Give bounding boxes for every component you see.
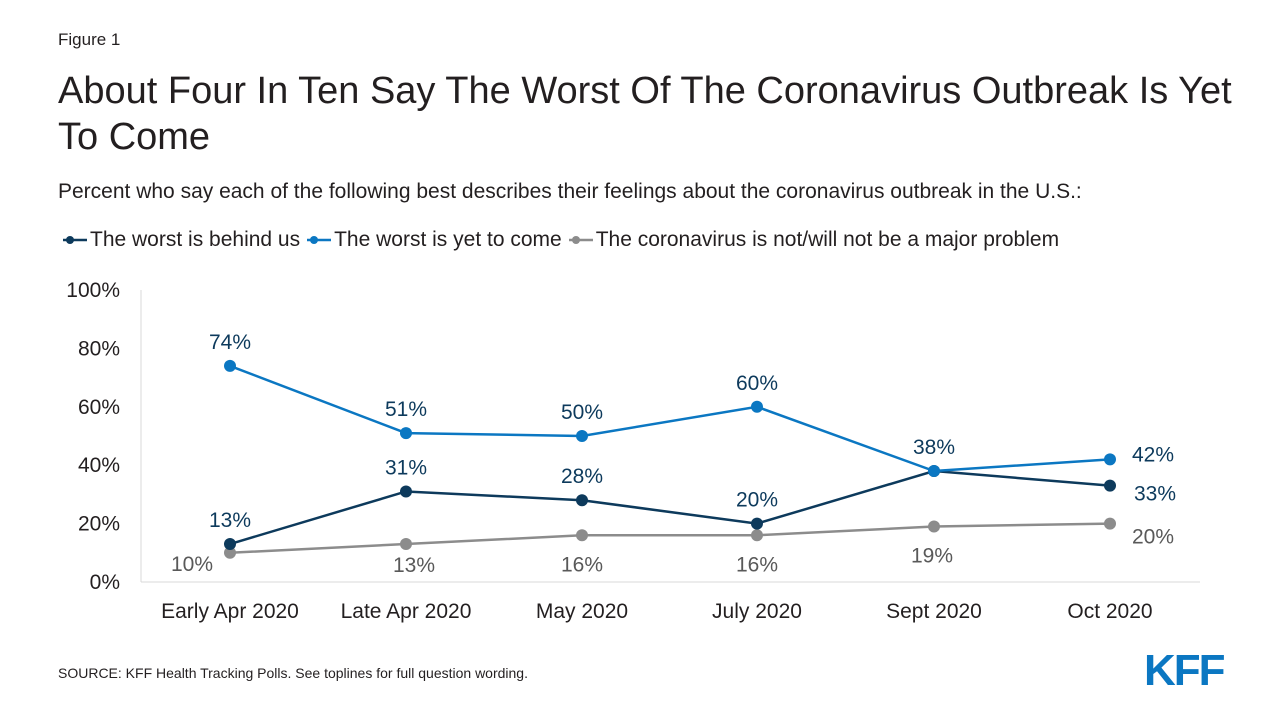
data-point (400, 538, 412, 551)
x-tick-label: July 2020 (712, 600, 802, 623)
data-label: 10% (171, 553, 213, 576)
series-line (229, 522, 1111, 555)
data-label: 74% (209, 331, 251, 354)
data-label: 20% (1132, 526, 1174, 549)
x-tick-label: Early Apr 2020 (161, 600, 299, 623)
data-point (1104, 517, 1116, 530)
kff-logo: KFF (1144, 646, 1226, 695)
legend-label-not-major: The coronavirus is not/will not be a maj… (595, 228, 1060, 251)
data-label: 28% (561, 465, 603, 488)
legend-label-yet-to-come: The worst is yet to come (334, 228, 562, 251)
legend-item-yet-to-come: The worst is yet to come (306, 228, 562, 252)
data-label: 13% (209, 509, 251, 532)
data-point (400, 485, 412, 498)
data-point (400, 427, 412, 440)
data-point (928, 465, 940, 478)
x-tick-label: May 2020 (536, 600, 628, 623)
data-label: 33% (1134, 483, 1176, 506)
data-point (1104, 453, 1116, 466)
x-tick-label: Oct 2020 (1067, 600, 1152, 623)
y-tick-label: 80% (78, 337, 120, 360)
series-line (229, 469, 1111, 546)
data-label: 19% (911, 545, 953, 568)
legend-marker-behind-icon (63, 236, 87, 244)
data-label: 60% (736, 372, 778, 395)
x-tick-label: Sept 2020 (886, 600, 982, 623)
y-tick-label: 0% (90, 571, 120, 594)
data-point (751, 529, 763, 542)
y-tick-label: 100% (66, 279, 120, 302)
data-point (1104, 479, 1116, 492)
data-point (576, 494, 588, 507)
data-label: 51% (385, 398, 427, 421)
x-tick-label: Late Apr 2020 (341, 600, 472, 623)
chart-title: About Four In Ten Say The Worst Of The C… (58, 70, 1232, 158)
source-note: SOURCE: KFF Health Tracking Polls. See t… (58, 665, 528, 681)
legend-label-behind: The worst is behind us (90, 228, 301, 251)
data-label: 38% (913, 436, 955, 459)
legend: The worst is behind us The worst is yet … (62, 228, 1065, 252)
data-point (751, 517, 763, 530)
data-label: 50% (561, 401, 603, 424)
y-tick-label: 20% (78, 513, 120, 536)
data-point (928, 520, 940, 533)
y-tick-label: 40% (78, 454, 120, 477)
data-label: 31% (385, 456, 427, 479)
data-label: 42% (1132, 443, 1174, 466)
figure-label: Figure 1 (58, 30, 121, 49)
chart-subtitle: Percent who say each of the following be… (58, 180, 1082, 203)
legend-item-not-major: The coronavirus is not/will not be a maj… (568, 228, 1059, 252)
series-line (229, 364, 1111, 473)
legend-marker-not-major-icon (568, 236, 593, 244)
legend-marker-yet-to-come-icon (307, 236, 332, 244)
data-point (576, 430, 588, 442)
y-tick-label: 60% (78, 396, 120, 419)
data-label: 16% (736, 553, 778, 576)
legend-item-behind: The worst is behind us (62, 228, 300, 252)
data-label: 13% (393, 554, 435, 577)
data-point (576, 529, 588, 542)
data-point (224, 359, 236, 372)
data-label: 16% (561, 553, 603, 576)
data-point (751, 400, 763, 413)
data-label: 20% (736, 489, 778, 512)
data-point (224, 538, 236, 551)
data-point (224, 546, 236, 559)
